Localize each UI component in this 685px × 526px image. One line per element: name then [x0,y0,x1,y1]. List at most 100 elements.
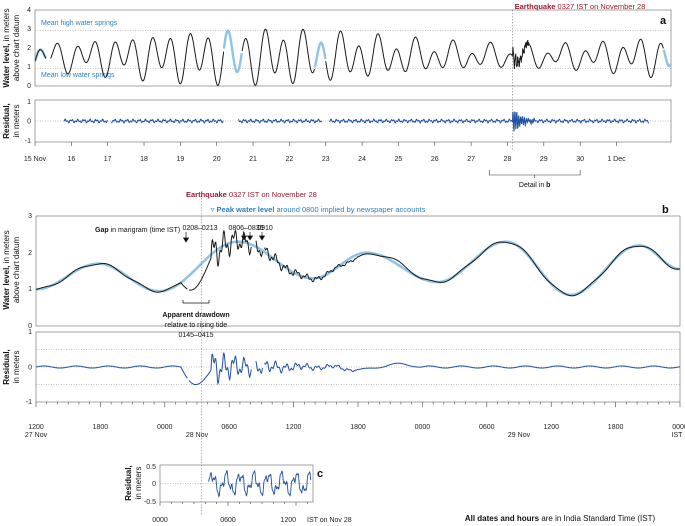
panel-b-res-ylabel: Residual, [2,349,11,385]
a-ytick-2: 2 [27,45,31,52]
gap-time-3: 0910 [257,225,273,232]
b-ytick-3: 3 [28,213,32,220]
b-xtick-label: 1800 [608,424,624,431]
a-xtick-label: 27 [467,156,475,163]
drawdown-label: Apparent drawdown [162,312,229,319]
footnote: All dates and hours are in India Standar… [465,514,656,523]
drawdown-time: 0145–0415 [178,332,213,339]
a-xtick-label: 18 [140,156,148,163]
a-xtick-label: 20 [213,156,221,163]
a-xtick-label: 28 [504,156,512,163]
c-ytick-0: 0 [152,481,156,488]
b-date-27nov: 27 Nov [25,432,48,439]
panel-b-yticks: 3 2 1 0 [28,213,32,330]
gap-time-1: 0208–0213 [182,225,217,232]
a-xtick-label: 17 [104,156,112,163]
panel-a-res-ylabel-2: in meters [12,105,21,138]
b-xtick-label: 0600 [221,424,237,431]
panel-b-letter: b [662,204,669,216]
a-xtick-label: 30 [576,156,584,163]
c-xtick-first: 0000 [152,517,168,524]
br-ytick-m1: -1 [26,399,32,406]
panel-b-res-ylabel-2: in meters [12,351,21,384]
detail-bracket-label: Detail in b [519,182,551,189]
a-xtick-label: 16 [67,156,75,163]
detail-bracket-line [488,170,581,178]
panel-c-residual-line [208,470,312,498]
panel-a-xticks: 15 Nov 16 17 18 19 20 21 22 23 24 25 26 27 28 29 30 1 De… [24,142,626,163]
a-xtick-label: 29 [540,156,548,163]
a-ytick-3: 3 [27,26,31,33]
a-ytick-1: 1 [27,64,31,71]
panel-a-yticks: 4 3 2 1 0 [27,7,31,90]
a-xtick-label: 19 [176,156,184,163]
a-xtick-label: 24 [358,156,366,163]
mlws-label: Mean low water springs [41,72,115,79]
a-xtick-label: 21 [249,156,257,163]
panel-c: 0.5 0 -0.5 Residual, in meters c 0600 120… [124,464,352,524]
b-ytick-2: 2 [28,250,32,257]
panel-b-residual-line [36,352,680,386]
gap-label: Gap in marigram (time IST) [95,227,180,234]
drawdown-sub: relative to rising tide [165,322,227,329]
b-xtick-label: 1200 [28,424,44,431]
detail-bracket: Detail in b [488,170,581,189]
gap-arrowhead-icon [182,237,190,243]
b-ytick-1: 1 [28,286,32,293]
panel-b-ylabel-2: above chart datum [12,237,21,304]
b-xtick-label: 0000 [672,424,685,431]
a-ytick-4: 4 [27,7,31,14]
c-ytick-neg: -0.5 [144,499,156,506]
panel-a-observed-line [35,28,664,86]
panel-a-ylabel: Water level, in meters [2,8,11,87]
panel-c-xticks: 0600 1200 [159,502,308,524]
b-xtick-label: 1200 [543,424,559,431]
b-xtick-label: 0000 [157,424,173,431]
b-xtick-label: 0000 [415,424,431,431]
panel-b-xticks: 1200 1800 0000 0600 1200 1800 0000 0600 1200 1800… [28,402,685,431]
panel-b-frame [35,215,681,327]
panel-a-residual-line [63,111,650,132]
drawdown-bracket [182,300,210,304]
a-xtick-label: 22 [286,156,294,163]
panel-b-observed-line [36,229,680,297]
ar-ytick-1: 1 [27,99,31,106]
panel-c-letter: c [317,468,323,480]
b-ytick-0: 0 [28,323,32,330]
gap-time-2: 0806–0830 [228,225,263,232]
a-ytick-0: 0 [27,83,31,90]
b-xtick-label: 1800 [350,424,366,431]
c-xtick-label: 1200 [280,517,296,524]
panel-b-predicted-line [36,240,680,297]
b-xtick-label: 1800 [93,424,109,431]
br-ytick-0: 0 [28,365,32,372]
panel-c-ylabel: Residual, [124,465,133,501]
b-date-29nov: 29 Nov [508,432,531,439]
mhws-label: Mean high water springs [41,20,118,27]
ar-ytick-m1: -1 [25,138,31,145]
peak-label: ▿ Peak water level around 0800 implied b… [211,205,426,214]
a-xtick-label: 1 Dec [607,156,626,163]
peak-marker-icon: ▿ [211,205,215,214]
ar-ytick-0: 0 [27,119,31,126]
panel-a-letter: a [660,15,667,27]
c-ytick-pos: 0.5 [146,464,156,471]
panel-a-ylabel-2: above chart datum [12,15,21,82]
gap-arrowhead-icon [246,235,254,241]
b-earthquake-label: Earthquake 0327 IST on November 28 [186,190,317,199]
a-xtick-label: 15 Nov [24,156,47,163]
a-xtick-label: 26 [431,156,439,163]
br-ytick-1: 1 [28,329,32,336]
panel-a-frame [34,9,672,87]
b-xtick-label: 1200 [286,424,302,431]
a-xtick-label: 23 [322,156,330,163]
panel-c-ylabel-2: in meters [134,467,143,500]
a-xtick-label: 25 [395,156,403,163]
c-xtick-suffix: IST on Nov 28 [307,517,352,524]
c-xtick-label: 0600 [220,517,236,524]
b-date-28nov: 28 Nov [186,432,209,439]
a-earthquake-label: Earthquake 0327 IST on November 28 [515,2,646,11]
panel-b-ylabel: Water level, in meters [2,230,11,309]
gap-arrowhead-icon [258,235,266,241]
